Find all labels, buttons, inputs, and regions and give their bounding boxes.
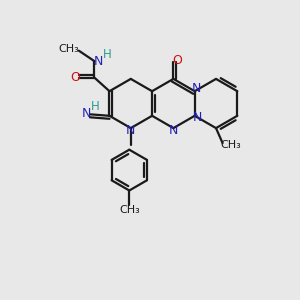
Text: H: H (91, 100, 100, 113)
Text: CH₃: CH₃ (119, 205, 140, 215)
Text: CH₃: CH₃ (220, 140, 242, 150)
Text: N: N (126, 124, 136, 137)
Text: N: N (94, 55, 104, 68)
Text: N: N (82, 107, 91, 120)
Text: CH₃: CH₃ (58, 44, 79, 54)
Text: N: N (192, 111, 202, 124)
Text: H: H (103, 48, 112, 61)
Text: O: O (70, 70, 80, 84)
Text: O: O (172, 53, 182, 67)
Text: N: N (191, 82, 201, 95)
Text: N: N (169, 124, 178, 137)
